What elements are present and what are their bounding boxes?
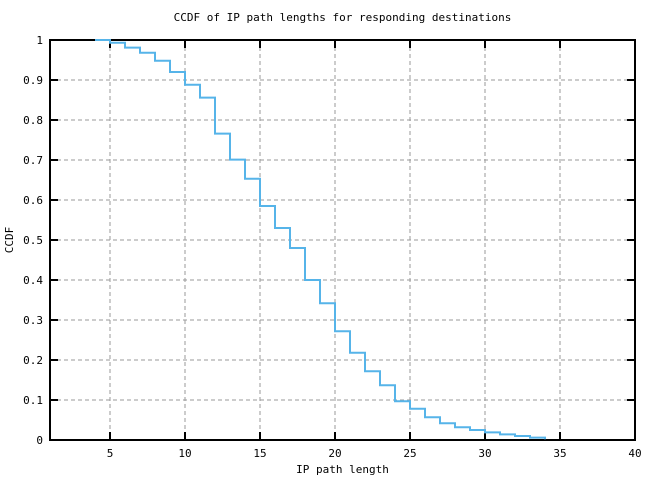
series-layer (95, 39, 546, 440)
y-tick-label: 0.9 (23, 74, 43, 87)
y-tick-label: 0.4 (23, 274, 43, 287)
axis-layer: 5 10 15 20 25 30 35 40 0 0.1 0.2 0.3 0.4 0.5 0.6 0.7 0.8… (23, 34, 642, 460)
x-tick-label: 15 (253, 447, 266, 460)
x-tick-label: 40 (628, 447, 641, 460)
y-tick-label: 0.5 (23, 234, 43, 247)
y-tick-label: 0.8 (23, 114, 43, 127)
y-tick-label: 1 (36, 34, 43, 47)
y-tick-label: 0.2 (23, 354, 43, 367)
x-tick-label: 20 (328, 447, 341, 460)
y-tick-label: 0.7 (23, 154, 43, 167)
grid-layer (50, 40, 635, 440)
x-tick-label: 5 (107, 447, 114, 460)
y-tick-label: 0.3 (23, 314, 43, 327)
x-axis-label: IP path length (296, 463, 389, 476)
chart-title: CCDF of IP path lengths for responding d… (174, 11, 512, 24)
y-axis-label: CCDF (3, 227, 16, 254)
y-tick-label: 0.1 (23, 394, 43, 407)
x-tick-label: 10 (178, 447, 191, 460)
plot-border (49, 39, 636, 441)
y-tick-label: 0 (36, 434, 43, 447)
y-tick-label: 0.6 (23, 194, 43, 207)
ccdf-step-line (95, 39, 546, 440)
x-tick-label: 25 (403, 447, 416, 460)
x-tick-label: 30 (478, 447, 491, 460)
x-tick-label: 35 (553, 447, 566, 460)
